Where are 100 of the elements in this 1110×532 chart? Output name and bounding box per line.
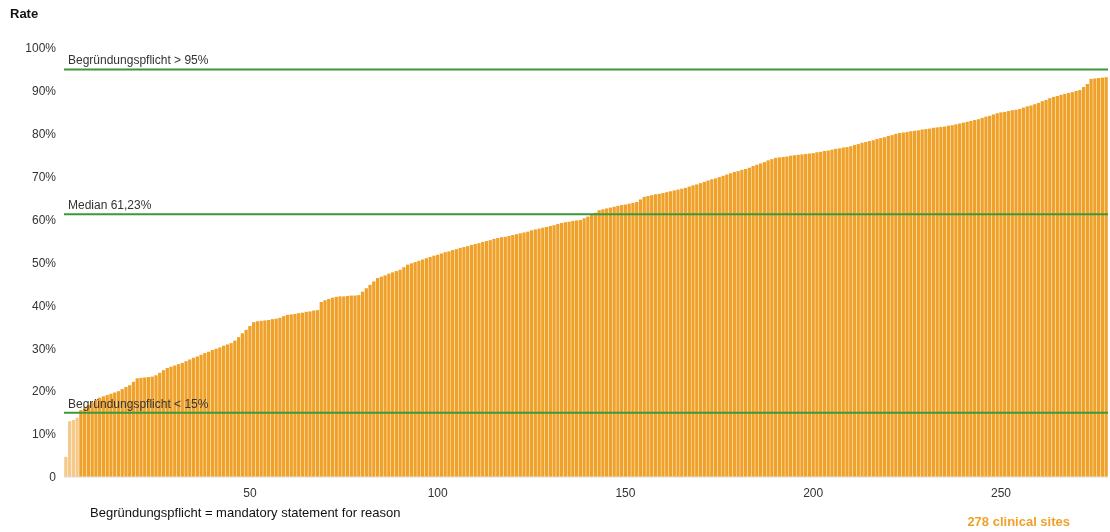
bar: [635, 202, 639, 477]
x-tick-label: 50: [243, 486, 257, 500]
bar: [852, 144, 857, 477]
bar: [796, 154, 800, 477]
bar: [939, 126, 943, 477]
y-tick-label: 80%: [31, 127, 57, 141]
bar: [909, 131, 913, 477]
bar: [484, 241, 489, 477]
bar: [1033, 104, 1037, 477]
bar: [454, 249, 459, 477]
bar: [574, 220, 579, 477]
y-axis-title: Rate: [10, 6, 39, 21]
bar: [590, 214, 594, 477]
bar: [943, 126, 947, 477]
bar: [218, 347, 222, 477]
bar: [864, 141, 868, 477]
bar: [901, 132, 905, 477]
bar: [432, 255, 436, 477]
bar: [529, 230, 534, 477]
bar: [1025, 106, 1029, 477]
bar: [777, 157, 782, 477]
bar: [263, 320, 267, 477]
bar: [608, 207, 613, 477]
bar: [871, 140, 875, 477]
bar: [267, 319, 271, 477]
bar: [867, 141, 872, 477]
bar: [229, 343, 233, 477]
bar: [334, 296, 338, 477]
text: 278 clinical sites: [967, 514, 1070, 529]
bar: [1044, 99, 1048, 477]
bar: [436, 254, 440, 477]
bar: [759, 163, 763, 477]
bar: [221, 345, 226, 477]
bar: [225, 344, 229, 477]
y-tick-label: 70%: [31, 169, 57, 184]
bar: [1040, 101, 1044, 477]
bar: [330, 297, 335, 477]
bar: [653, 194, 658, 477]
bar: [845, 147, 849, 477]
bar: [180, 362, 184, 477]
bar: [300, 312, 305, 477]
bar: [1066, 93, 1071, 477]
bar: [1014, 109, 1018, 477]
bar: [398, 269, 402, 477]
bar: [710, 179, 714, 477]
bar: [514, 234, 519, 477]
bar: [582, 218, 586, 477]
bar: [841, 147, 845, 477]
y-tick-label: 90%: [31, 84, 57, 99]
bar: [980, 117, 984, 477]
bar: [526, 231, 530, 477]
y-tick-label: 0: [49, 470, 57, 485]
bar: [973, 120, 977, 477]
bar: [991, 114, 996, 477]
bar: [894, 133, 898, 477]
bar: [766, 160, 770, 477]
bar: [605, 208, 609, 477]
y-tick-label: 100%: [25, 41, 57, 56]
bar: [988, 115, 992, 477]
bar: [1018, 108, 1022, 477]
bar: [1093, 78, 1097, 477]
bar: [927, 128, 932, 477]
bar: [826, 150, 830, 477]
bar: [499, 237, 504, 477]
bar: [375, 277, 380, 477]
bar: [274, 318, 278, 477]
bar: [743, 168, 748, 477]
bar: [312, 310, 316, 477]
bar: [706, 180, 710, 477]
bar: [308, 311, 312, 477]
bar: [447, 251, 451, 477]
bar: [695, 184, 699, 477]
bar: [849, 146, 853, 477]
bar: [71, 419, 76, 477]
bar: [631, 202, 635, 477]
bar: [345, 295, 350, 477]
bar: [421, 259, 425, 477]
y-tick-label: 40%: [31, 298, 57, 313]
bar: [507, 235, 511, 477]
bar: [601, 209, 605, 477]
bar: [233, 340, 237, 477]
bar: [1003, 111, 1007, 477]
bar: [920, 129, 924, 477]
bar: [751, 165, 755, 477]
bar: [360, 291, 365, 477]
bar: [897, 132, 902, 477]
bar: [417, 260, 421, 477]
bar: [912, 130, 917, 477]
bar: [473, 244, 477, 477]
bar: [293, 313, 297, 477]
x-tick-label: 250: [990, 486, 1012, 500]
bar: [259, 320, 263, 477]
bar: [214, 348, 218, 477]
bar: [665, 192, 669, 477]
bar: [593, 212, 598, 477]
bar: [691, 185, 695, 477]
y-tick-label: 10%: [31, 427, 57, 442]
bar: [1063, 93, 1067, 477]
bar: [548, 226, 552, 477]
bar: [424, 258, 429, 477]
